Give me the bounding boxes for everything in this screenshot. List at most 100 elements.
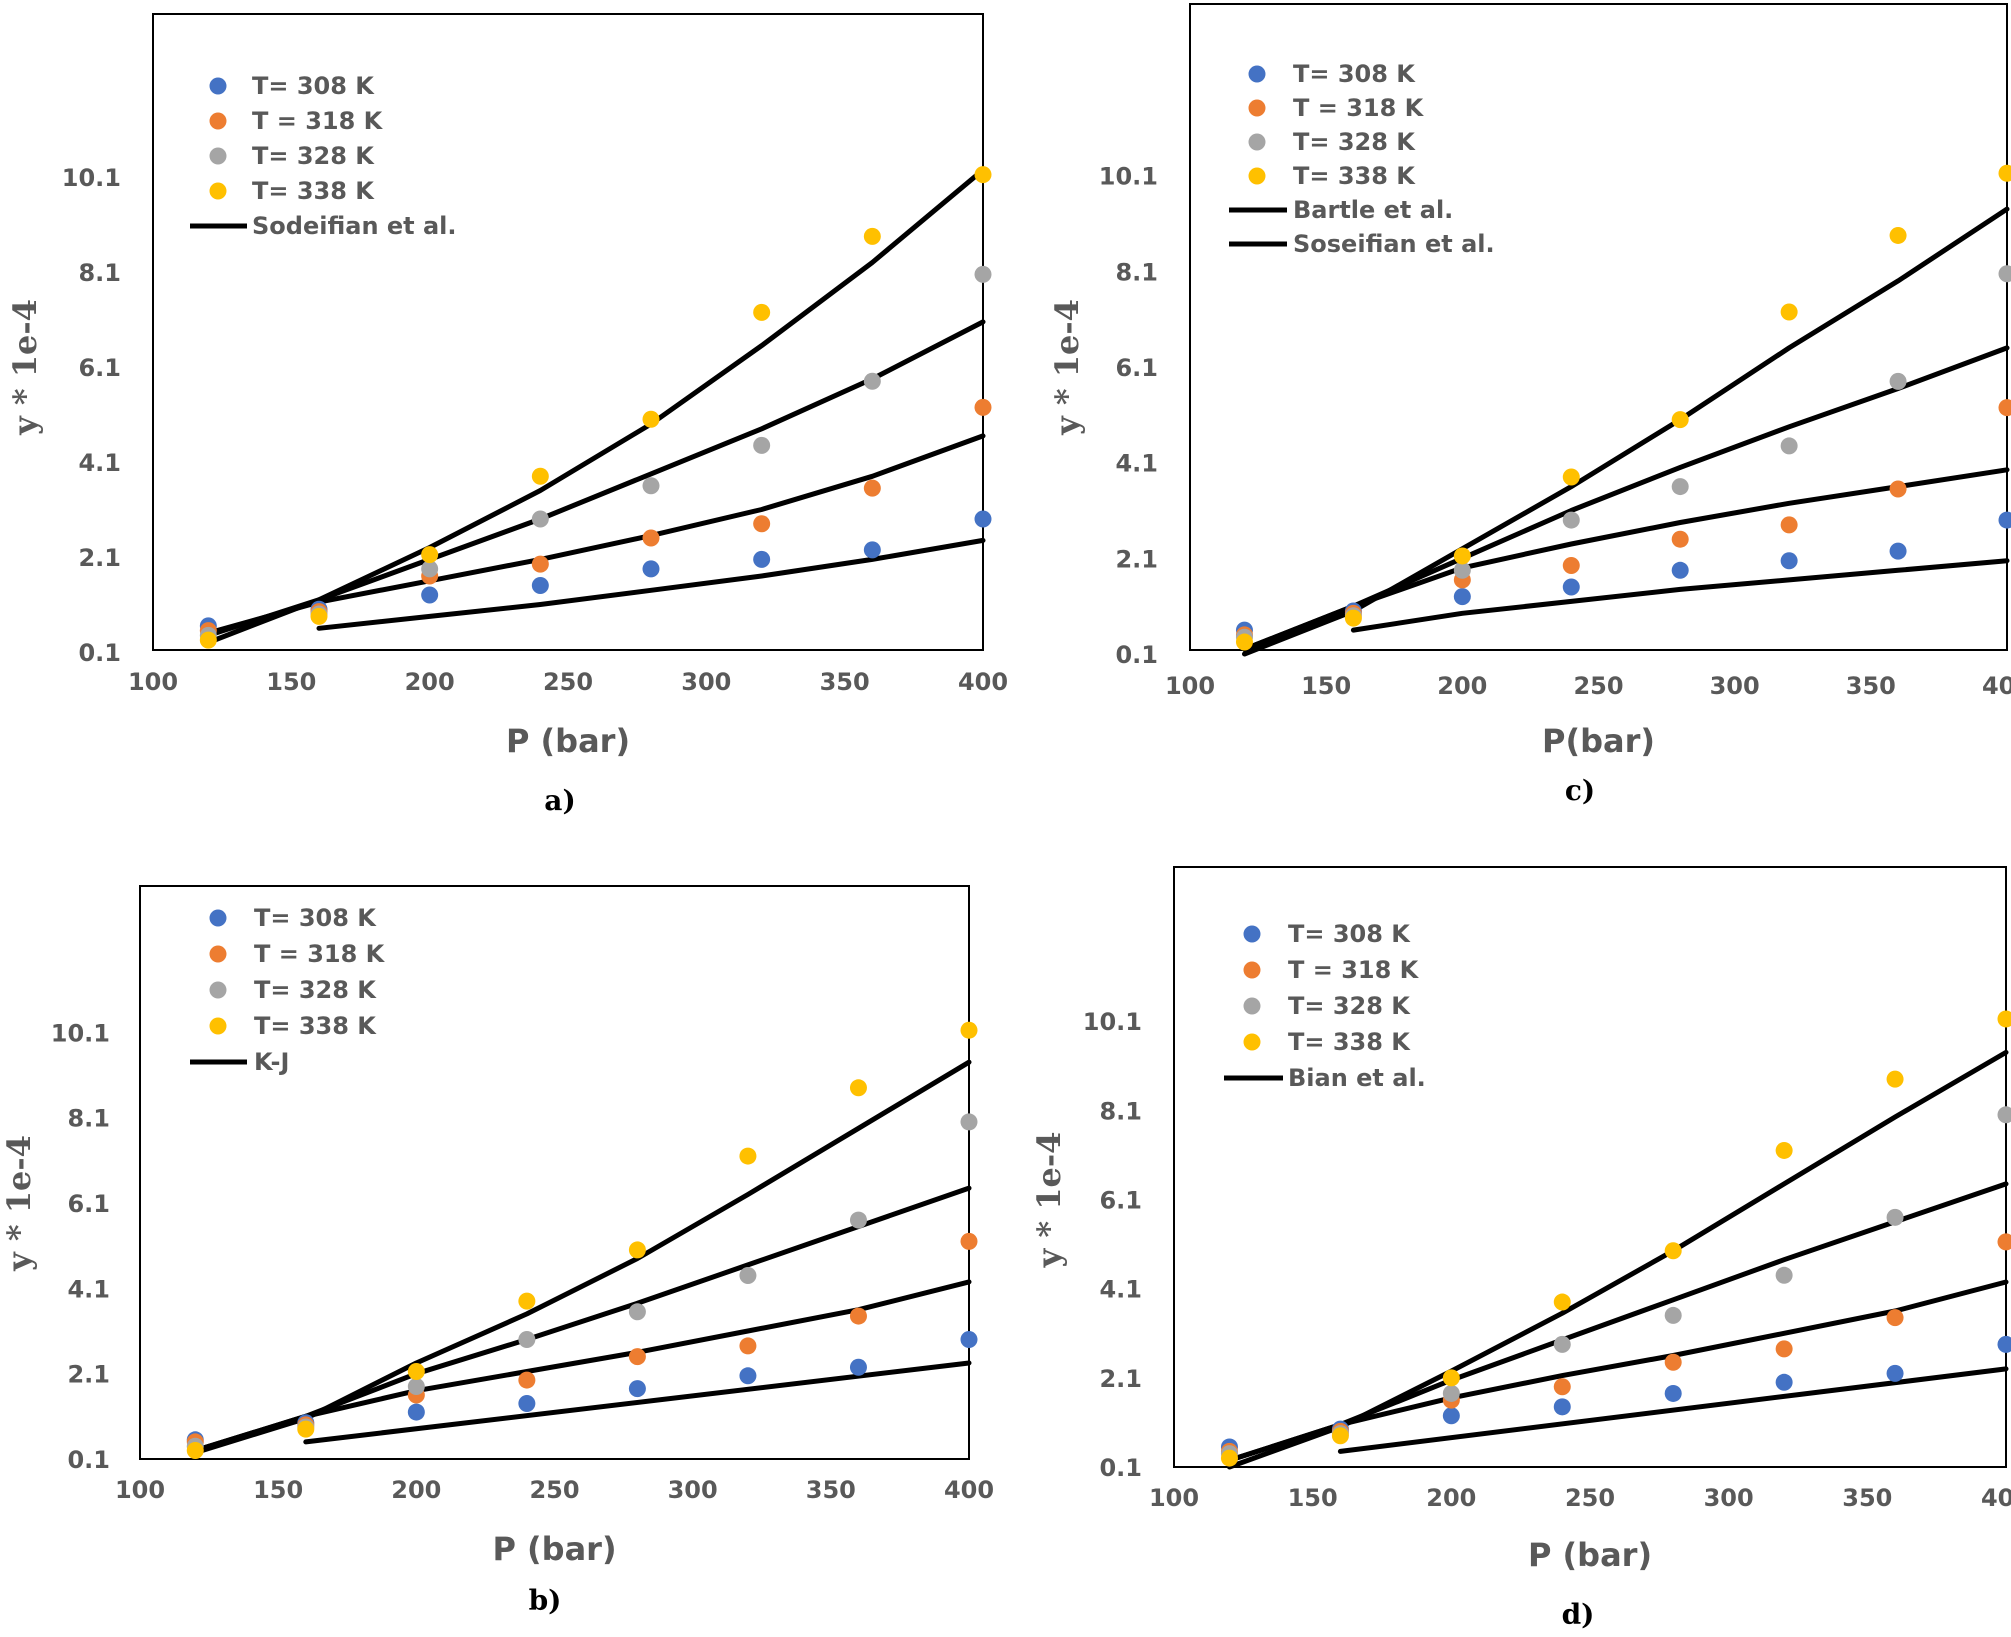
- y-tick-label: 8.1: [78, 259, 121, 287]
- model-line: [303, 1360, 972, 1445]
- y-tick-label: 2.1: [78, 544, 121, 572]
- x-axis-title: P (bar): [492, 1530, 616, 1568]
- data-point: [186, 1441, 204, 1459]
- x-tick-label: 150: [1288, 1484, 1338, 1512]
- x-tick-label: 300: [681, 668, 731, 696]
- plot-frame: [152, 13, 984, 651]
- data-point: [1997, 1010, 2011, 1028]
- data-point: [628, 1303, 646, 1321]
- x-axis-title: P (bar): [1528, 1536, 1652, 1574]
- y-tick-label: 4.1: [78, 449, 121, 477]
- legend: T= 308 K T = 318 K T= 328 K T= 338 K Bian et…: [1224, 920, 1426, 1092]
- y-axis-title: y * 1e-4: [1030, 1132, 1068, 1269]
- panel-label: c): [1565, 774, 1595, 807]
- data-point: [739, 1267, 757, 1285]
- data-point: [1775, 1141, 1793, 1159]
- x-tick-label: 200: [405, 668, 455, 696]
- data-point: [753, 436, 771, 454]
- data-point: [407, 1403, 425, 1421]
- legend: T= 308 K T = 318 K T= 328 K T= 338 K Bartle …: [1229, 60, 1495, 258]
- y-tick-label: 0.1: [1115, 641, 1158, 669]
- x-tick-label: 400: [1982, 672, 2011, 700]
- panel-a: 100 150 200 250 300 350 400 0.1 2.1 4.1 6.1 8.1 10.1…: [6, 13, 1008, 817]
- data-point: [297, 1420, 315, 1438]
- panel-c: 100 150 200 250 300 350 400 0.1 2.1 4.1 6.1 8.1 10.1…: [1048, 3, 2011, 807]
- x-tick-label: 250: [529, 1476, 579, 1504]
- data-point: [863, 479, 881, 497]
- x-tick-label: 100: [115, 1476, 165, 1504]
- data-point: [310, 607, 328, 625]
- data-point: [531, 577, 549, 594]
- data-point: [1553, 1293, 1571, 1311]
- x-tick-label: 150: [253, 1476, 303, 1504]
- data-point: [1553, 1398, 1571, 1416]
- legend-marker: [209, 981, 227, 999]
- data-point: [531, 555, 549, 573]
- legend-label: T = 318 K: [252, 107, 384, 135]
- data-point: [739, 1337, 757, 1355]
- x-tick-label: 100: [128, 668, 178, 696]
- y-tick-label: 6.1: [78, 354, 121, 382]
- model-line: [1337, 1366, 2009, 1454]
- x-tick-label: 100: [1149, 1484, 1199, 1512]
- data-point: [531, 467, 549, 485]
- data-point: [739, 1367, 757, 1385]
- x-tick-label: 350: [1846, 672, 1896, 700]
- y-tick-label: 0.1: [67, 1446, 110, 1474]
- data-point: [960, 1113, 978, 1131]
- legend-marker: [209, 77, 227, 95]
- y-tick-label: 8.1: [67, 1105, 110, 1133]
- y-axis-title: y * 1e-4: [1048, 299, 1086, 436]
- data-point: [739, 1147, 757, 1165]
- y-tick-label: 6.1: [1099, 1187, 1142, 1215]
- y-tick-label: 8.1: [1099, 1097, 1142, 1125]
- data-point: [1886, 1364, 1904, 1382]
- data-point: [518, 1371, 536, 1389]
- data-point: [960, 1232, 978, 1250]
- y-tick-label: 4.1: [1115, 450, 1158, 478]
- data-point: [1553, 1335, 1571, 1353]
- data-point: [1775, 1373, 1793, 1391]
- panel-label: a): [544, 784, 575, 817]
- data-point: [1671, 530, 1689, 548]
- data-point: [1780, 437, 1798, 455]
- x-tick-label: 400: [944, 1476, 994, 1504]
- data-point: [1562, 557, 1580, 575]
- legend-label: T= 328 K: [252, 142, 375, 170]
- data-point: [421, 586, 439, 604]
- data-point: [1235, 633, 1253, 651]
- legend-marker: [1243, 997, 1261, 1015]
- legend-label: T= 328 K: [254, 976, 377, 1004]
- legend-label: T= 338 K: [1293, 162, 1416, 190]
- data-point: [421, 560, 439, 578]
- panel-d: 100 150 200 250 300 350 400 0.1 2.1 4.1 6.1 8.1 10.1…: [1030, 866, 2011, 1631]
- data-point: [1886, 1208, 1904, 1226]
- data-point: [1453, 588, 1471, 606]
- legend-label: T= 308 K: [254, 904, 377, 932]
- data-point: [642, 410, 660, 428]
- data-point: [863, 227, 881, 245]
- legend-marker: [1248, 167, 1266, 185]
- x-axis-title: P(bar): [1542, 722, 1655, 760]
- data-point: [642, 477, 660, 495]
- data-point: [849, 1211, 867, 1229]
- y-tick-label: 2.1: [1115, 545, 1158, 573]
- data-point: [960, 1021, 978, 1039]
- x-tick-label: 300: [1710, 672, 1760, 700]
- legend-model-label: Sodeifian et al.: [252, 212, 457, 240]
- x-axis-title: P (bar): [506, 722, 630, 760]
- legend-marker: [209, 1017, 227, 1035]
- data-point: [1664, 1242, 1682, 1260]
- x-tick-label: 300: [1704, 1484, 1754, 1512]
- data-point: [642, 560, 660, 578]
- data-point: [628, 1380, 646, 1398]
- data-point: [753, 303, 771, 321]
- data-point: [1780, 516, 1798, 534]
- x-tick-label: 250: [1573, 672, 1623, 700]
- legend-marker: [209, 147, 227, 165]
- x-tick-label: 400: [958, 668, 1008, 696]
- data-point: [1886, 1070, 1904, 1088]
- legend-model-label: Soseifian et al.: [1293, 230, 1495, 258]
- data-point: [849, 1079, 867, 1097]
- y-tick-label: 10.1: [1099, 163, 1158, 191]
